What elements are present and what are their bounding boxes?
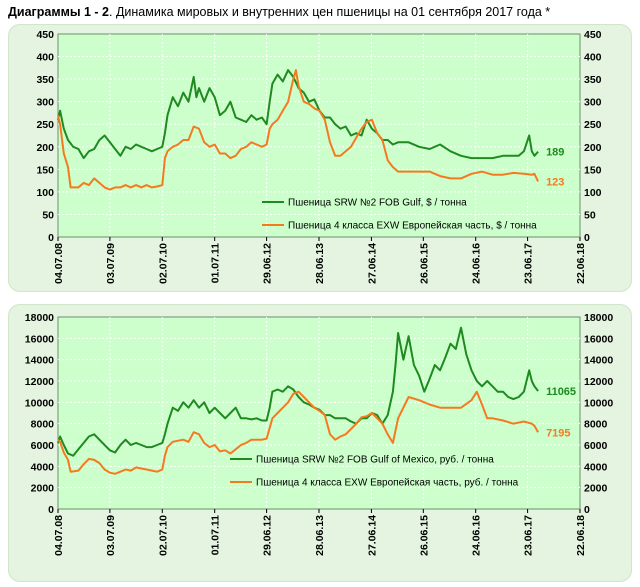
x-tick-label: 01.07.11 — [210, 243, 222, 283]
legend-label: Пшеница SRW №2 FOB Gulf, $ / тонна — [288, 198, 467, 209]
y-tick-label-left: 14000 — [25, 355, 54, 367]
y-tick-label-right: 150 — [584, 164, 602, 176]
x-tick-label: 26.06.15 — [418, 515, 430, 556]
x-tick-label: 27.06.14 — [366, 243, 378, 284]
page-title-bold: Диаграммы 1 - 2 — [8, 5, 109, 19]
y-tick-label-left: 16000 — [25, 333, 54, 345]
y-tick-label-left: 300 — [36, 97, 54, 109]
y-tick-label-left: 350 — [36, 74, 54, 86]
x-tick-label: 04.07.08 — [53, 243, 65, 284]
x-tick-label: 02.07.10 — [157, 515, 169, 556]
x-tick-label: 02.07.10 — [157, 243, 169, 284]
y-tick-label-left: 12000 — [25, 376, 54, 388]
y-tick-label-right: 14000 — [584, 355, 613, 367]
y-tick-label-right: 450 — [584, 29, 602, 41]
x-tick-label: 28.06.13 — [314, 515, 326, 556]
y-tick-label-left: 4000 — [31, 461, 55, 473]
x-tick-label: 24.06.16 — [471, 243, 483, 284]
y-tick-label-left: 400 — [36, 52, 54, 64]
y-tick-label-left: 200 — [36, 142, 54, 154]
end-value-label: 189 — [546, 147, 564, 159]
chart-usd: 0 0 50 50 100 100 150 150 200 200 250 250 300 300 350 3… — [36, 29, 602, 284]
series-line-class4 — [57, 69, 540, 191]
y-tick-label-right: 100 — [584, 187, 602, 199]
series-line-class4 — [57, 390, 539, 475]
y-tick-label-right: 12000 — [584, 376, 613, 388]
y-tick-label-right: 6000 — [584, 440, 608, 452]
y-tick-label-left: 150 — [36, 164, 54, 176]
y-tick-label-right: 16000 — [584, 333, 613, 345]
y-tick-label-right: 18000 — [584, 312, 613, 324]
y-tick-label-left: 450 — [36, 29, 54, 41]
y-tick-label-left: 2000 — [31, 483, 55, 495]
y-tick-label-right: 10000 — [584, 397, 613, 409]
y-tick-label-right: 250 — [584, 119, 602, 131]
y-tick-label-left: 6000 — [31, 440, 55, 452]
x-tick-label: 27.06.14 — [366, 515, 378, 556]
y-tick-label-left: 10000 — [25, 397, 54, 409]
y-tick-label-left: 50 — [42, 209, 54, 221]
x-tick-label: 23.06.17 — [523, 243, 535, 284]
x-tick-label: 22.06.18 — [575, 243, 587, 284]
y-tick-label-right: 50 — [584, 209, 596, 221]
x-tick-label: 04.07.08 — [53, 515, 65, 556]
x-tick-label: 23.06.17 — [523, 515, 535, 556]
x-tick-label: 28.06.13 — [314, 243, 326, 284]
x-tick-label: 29.06.12 — [262, 243, 274, 284]
x-tick-label: 29.06.12 — [262, 515, 274, 556]
x-tick-label: 03.07.09 — [105, 515, 117, 556]
legend-label: Пшеница 4 класса EXW Европейская часть, … — [256, 477, 519, 489]
y-tick-label-right: 0 — [584, 232, 590, 244]
x-tick-label: 26.06.15 — [418, 243, 430, 284]
end-value-label: 7195 — [546, 427, 570, 439]
y-tick-label-right: 8000 — [584, 419, 608, 431]
y-tick-label-right: 200 — [584, 142, 602, 154]
x-tick-label: 22.06.18 — [575, 515, 587, 556]
x-tick-label: 03.07.09 — [105, 243, 117, 284]
y-tick-label-right: 400 — [584, 52, 602, 64]
y-tick-label-right: 300 — [584, 97, 602, 109]
y-tick-label-left: 18000 — [25, 312, 54, 324]
y-tick-label-right: 4000 — [584, 461, 608, 473]
y-tick-label-left: 0 — [48, 232, 54, 244]
series-line-srw — [57, 69, 539, 160]
legend-label: Пшеница 4 класса EXW Европейская часть, … — [288, 221, 537, 232]
chart-rub: 0 0 2000 2000 4000 4000 6000 6000 8000 8000 10000 1… — [25, 312, 614, 556]
y-tick-label-left: 8000 — [31, 419, 55, 431]
y-tick-label-left: 250 — [36, 119, 54, 131]
y-tick-label-right: 0 — [584, 504, 590, 516]
end-value-label: 11065 — [546, 386, 576, 398]
page-title: Диаграммы 1 - 2. Динамика мировых и внут… — [8, 5, 550, 19]
end-value-label: 123 — [546, 177, 564, 189]
x-tick-label: 24.06.16 — [471, 515, 483, 556]
page-title-rest: . Динамика мировых и внутренних цен пшен… — [109, 5, 551, 19]
chart-panel-usd: 0 0 50 50 100 100 150 150 200 200 250 250 300 300 350 3… — [8, 24, 632, 292]
y-tick-label-right: 350 — [584, 74, 602, 86]
y-tick-label-left: 0 — [48, 504, 54, 516]
chart-panel-rub: 0 0 2000 2000 4000 4000 6000 6000 8000 8000 10000 1… — [8, 304, 632, 582]
x-tick-label: 01.07.11 — [210, 515, 222, 555]
y-tick-label-right: 2000 — [584, 483, 608, 495]
y-tick-label-left: 100 — [36, 187, 54, 199]
legend-label: Пшеница SRW №2 FOB Gulf of Mexico, руб. … — [256, 454, 494, 466]
